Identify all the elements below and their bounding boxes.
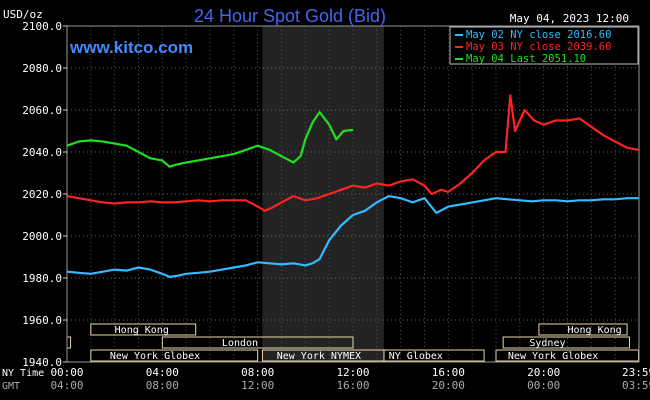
x-tick-label: 16:00 <box>336 379 369 392</box>
series-line-1 <box>66 94 640 212</box>
y-tick-label: 1940.0 <box>22 356 62 369</box>
x-tick-label: 20:00 <box>527 366 560 379</box>
chart-title: 24 Hour Spot Gold (Bid) <box>194 6 386 26</box>
x-tick-label: 20:00 <box>432 379 465 392</box>
y-tick-label: 2000.0 <box>22 230 62 243</box>
y-tick-label: 2080.0 <box>22 62 62 75</box>
legend-entry: May 02 NY close 2016.60 <box>466 29 611 41</box>
x-tick-label: 03:59 <box>622 379 650 392</box>
series-line-0 <box>66 195 639 278</box>
y-tick-label: 2100.0 <box>22 20 62 33</box>
y-tick-label: 2060.0 <box>22 104 62 117</box>
x-tick-label: 04:00 <box>50 379 83 392</box>
axes: 2100.0 2080.0 2060.0 2040.0 2020.0 2000.0 1980… <box>2 20 650 392</box>
unit-label: USD/oz <box>3 8 43 21</box>
x-tick-label: 04:00 <box>146 366 179 379</box>
legend-entry: May 04 Last 2051.10 <box>466 53 586 65</box>
session-label: New York NYMEX <box>277 351 361 362</box>
y-tick-label: 2040.0 <box>22 146 62 159</box>
x-tick-label: 00:00 <box>527 379 560 392</box>
x-tick-label: 08:00 <box>241 366 274 379</box>
session-label: New York Globex <box>508 351 598 362</box>
session-label: Hong Kong <box>115 325 169 336</box>
session-label: London <box>222 338 258 349</box>
session-bar <box>90 349 259 362</box>
grid <box>66 25 640 363</box>
session-bar <box>383 349 485 362</box>
session-label: NY Globex <box>389 351 443 362</box>
trading-sessions: Hong Kong Hong Kong London Sydney New York G… <box>66 323 640 362</box>
x-tick-label: 16:00 <box>432 366 465 379</box>
series-line-2 <box>66 111 354 168</box>
x-tick-label: 12:00 <box>241 379 274 392</box>
x-tick-label: 00:00 <box>50 366 83 379</box>
price-series <box>66 94 640 278</box>
y-tick-label: 1980.0 <box>22 272 62 285</box>
x-tick-label: 23:59 <box>622 366 650 379</box>
x-tick-label: 12:00 <box>336 366 369 379</box>
y-tick-label: 2020.0 <box>22 188 62 201</box>
x-axis-row-label: GMT <box>2 381 20 392</box>
session-bar <box>502 336 630 349</box>
session-bar <box>538 323 628 336</box>
x-axis-row-label: NY Time <box>2 368 44 379</box>
watermark-url: www.kitco.com <box>69 38 193 57</box>
session-bar <box>90 323 197 336</box>
session-label: Sydney <box>529 338 565 349</box>
x-tick-label: 08:00 <box>146 379 179 392</box>
session-label: New York Globex <box>110 351 200 362</box>
y-tick-label: 1960.0 <box>22 314 62 327</box>
legend-entry: May 03 NY close 2039.60 <box>466 41 611 53</box>
session-bar <box>161 336 354 349</box>
date-label: May 04, 2023 12:00 <box>510 12 629 25</box>
session-label: Hong Kong <box>568 325 622 336</box>
